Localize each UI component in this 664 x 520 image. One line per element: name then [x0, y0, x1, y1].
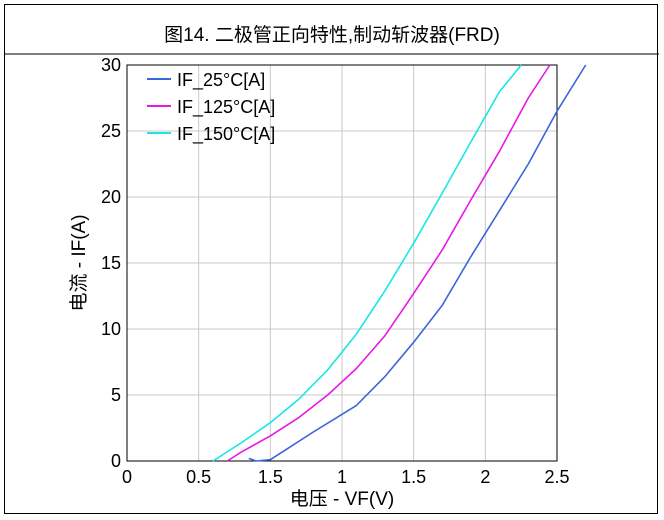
x-axis-ticks: 0 0.5 1.5 1 1.5 2 2.5 — [122, 467, 570, 487]
y-tick-label: 20 — [101, 187, 121, 207]
x-tick-label: 1.5 — [401, 467, 426, 487]
x-tick-label: 2 — [480, 467, 490, 487]
chart-frame: 图14. 二极管正向特性,制动斩波器(FRD) 0 0.5 1.5 1 1.5 2 2.5 … — [4, 4, 659, 514]
y-tick-label: 0 — [111, 451, 121, 471]
legend: IF_25°C[A] IF_125°C[A] IF_150°C[A] — [147, 70, 275, 145]
x-axis-label: 电压 - VF(V) — [290, 488, 395, 510]
x-tick-label: 0.5 — [186, 467, 211, 487]
y-tick-label: 25 — [101, 121, 121, 141]
plot-area — [126, 64, 558, 462]
x-tick-label: 2.5 — [544, 467, 569, 487]
x-tick-label: 1.5 — [258, 467, 283, 487]
legend-label: IF_150°C[A] — [177, 124, 275, 145]
y-axis-label: 电流 - IF(A) — [68, 214, 90, 311]
series-line — [248, 64, 587, 462]
x-tick-label: 1 — [337, 467, 347, 487]
y-tick-label: 15 — [101, 253, 121, 273]
chart-title: 图14. 二极管正向特性,制动斩波器(FRD) — [164, 24, 500, 46]
series-line — [212, 64, 522, 462]
series-layer — [212, 64, 587, 462]
chart-svg: 图14. 二极管正向特性,制动斩波器(FRD) 0 0.5 1.5 1 1.5 2 2.5 … — [5, 24, 659, 510]
series-line — [226, 64, 551, 462]
legend-label: IF_25°C[A] — [177, 70, 265, 91]
y-tick-label: 5 — [111, 385, 121, 405]
y-tick-label: 10 — [101, 319, 121, 339]
y-axis-ticks: 0 5 10 15 20 25 30 — [101, 55, 121, 471]
legend-label: IF_125°C[A] — [177, 97, 275, 118]
x-tick-label: 0 — [122, 467, 132, 487]
grid — [127, 65, 557, 461]
y-tick-label: 30 — [101, 55, 121, 75]
